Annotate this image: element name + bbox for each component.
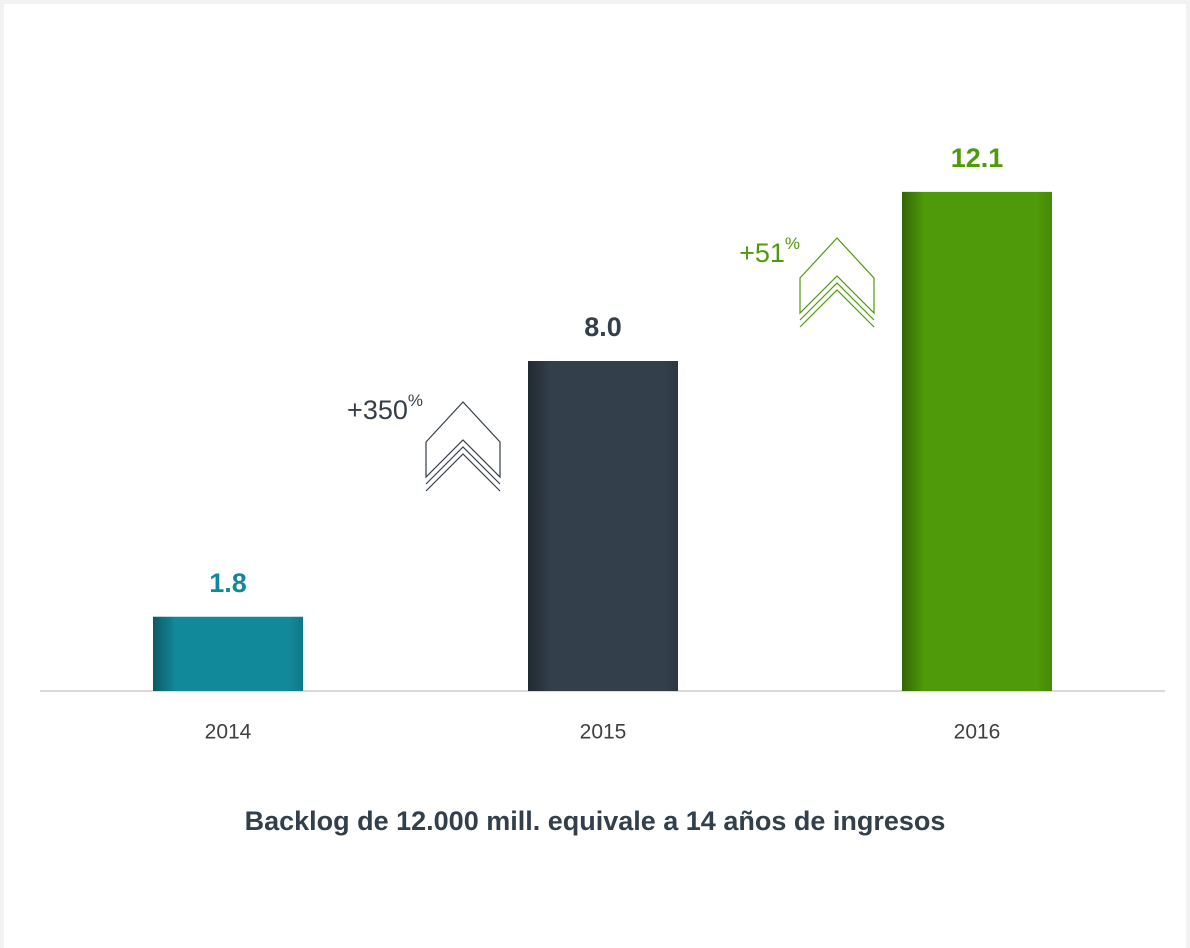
chevron-outline	[425, 401, 501, 479]
x-tick-label: 2016	[954, 721, 1001, 744]
chevron-line	[425, 453, 501, 492]
growth-annotation: +350%	[347, 391, 423, 425]
bar-shade	[153, 616, 303, 691]
growth-value: +350	[347, 395, 408, 425]
chevron	[799, 237, 875, 328]
bar-shade	[528, 361, 678, 691]
chevron-outline	[799, 237, 875, 315]
chevron-line	[425, 446, 501, 485]
chevron-line	[799, 282, 875, 321]
bar-shade	[902, 191, 1052, 691]
x-tick-label: 2015	[580, 721, 627, 744]
footnote: Backlog de 12.000 mill. equivale a 14 añ…	[245, 806, 946, 836]
value-label: 8.0	[584, 312, 622, 342]
chevron	[425, 401, 501, 492]
growth-unit: %	[408, 391, 423, 410]
growth-annotation: +51%	[739, 234, 800, 268]
x-tick-label: 2014	[205, 721, 252, 744]
growth-unit: %	[785, 234, 800, 253]
growth-value: +51	[739, 238, 785, 268]
value-label: 12.1	[951, 143, 1004, 173]
chevron-line	[799, 289, 875, 328]
value-label: 1.8	[209, 568, 247, 598]
